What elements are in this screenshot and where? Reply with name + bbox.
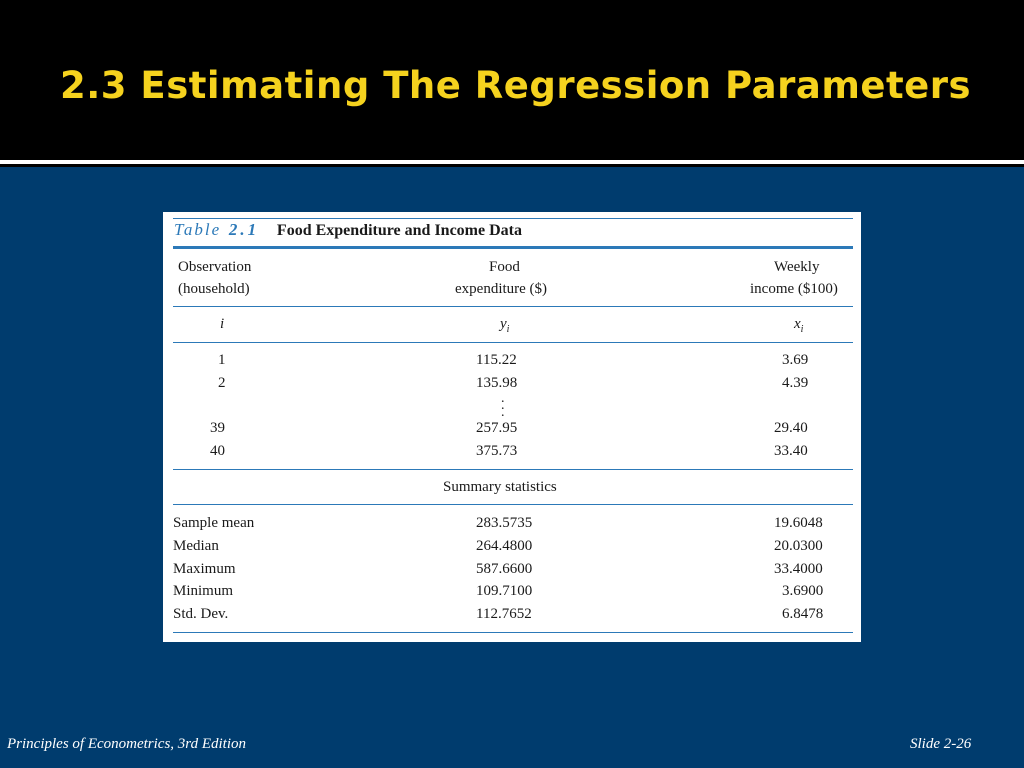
row-income: 33.40: [774, 443, 808, 459]
summary-food: 283.5735: [476, 515, 533, 531]
symbol-y: yi: [500, 316, 509, 335]
row-food: 135.98: [476, 375, 518, 391]
table-image: Table 2.1 Food Expenditure and Income Da…: [163, 212, 861, 642]
row-income: 4.39: [782, 375, 809, 391]
caption-number: 2.1: [228, 220, 260, 239]
summary-income: 33.4000: [774, 561, 823, 577]
table-top-rule: [173, 218, 853, 219]
summary-income: 20.0300: [774, 538, 823, 554]
row-obs: 39: [210, 420, 225, 436]
symbol-x-letter: x: [794, 316, 801, 332]
footer-slide-number: Slide 2-26: [910, 736, 972, 752]
summary-label: Sample mean: [173, 515, 255, 531]
title-divider: [0, 160, 1024, 164]
symbol-i: i: [220, 316, 225, 332]
slide-title: 2.3 Estimating The Regression Parameters: [60, 64, 972, 107]
row-obs: 1: [218, 352, 226, 368]
header-rule: [173, 306, 853, 307]
row-food: 115.22: [476, 352, 517, 368]
title-divider-shadow: [0, 164, 1024, 167]
summary-income: 19.6048: [774, 515, 823, 531]
header-household: (household): [178, 281, 250, 297]
ellipsis-vertical-icon: ...: [501, 391, 505, 420]
caption-rule: [173, 246, 853, 249]
header-expenditure: expenditure ($): [455, 281, 548, 297]
header-observation: Observation: [178, 259, 252, 275]
table-caption: Table 2.1 Food Expenditure and Income Da…: [174, 220, 522, 240]
summary-food: 264.4800: [476, 538, 533, 554]
caption-title: Food Expenditure and Income Data: [276, 222, 522, 239]
row-obs: 2: [218, 375, 226, 391]
caption-label: Table: [174, 220, 222, 239]
symbol-x: xi: [794, 316, 803, 335]
summary-label: Std. Dev.: [173, 606, 229, 622]
row-obs: 40: [210, 443, 225, 459]
summary-income: 3.6900: [782, 583, 824, 599]
row-food: 375.73: [476, 443, 518, 459]
row-income: 29.40: [774, 420, 808, 436]
symbol-x-subscript: i: [800, 324, 804, 335]
row-food: 257.95: [476, 420, 518, 436]
summary-heading: Summary statistics: [443, 479, 557, 495]
summary-label: Maximum: [173, 561, 236, 577]
row-income: 3.69: [782, 352, 809, 368]
summary-income: 6.8478: [782, 606, 824, 622]
header-food: Food: [489, 259, 520, 275]
summary-food: 112.7652: [476, 606, 532, 622]
header-weekly: Weekly: [774, 259, 820, 275]
symbol-y-letter: y: [500, 316, 507, 332]
symbol-rule: [173, 342, 853, 343]
summary-label: Minimum: [173, 583, 234, 599]
summary-label: Median: [173, 538, 219, 554]
summary-food: 109.7100: [476, 583, 533, 599]
summary-food: 587.6600: [476, 561, 533, 577]
symbol-y-subscript: i: [506, 324, 510, 335]
footer-book-title: Principles of Econometrics, 3rd Edition: [7, 736, 246, 752]
summary-rule: [173, 504, 853, 505]
header-band: [0, 0, 1024, 160]
table-bottom-rule: [173, 632, 853, 633]
rows-end-rule: [173, 469, 853, 470]
header-income: income ($100): [750, 281, 838, 297]
